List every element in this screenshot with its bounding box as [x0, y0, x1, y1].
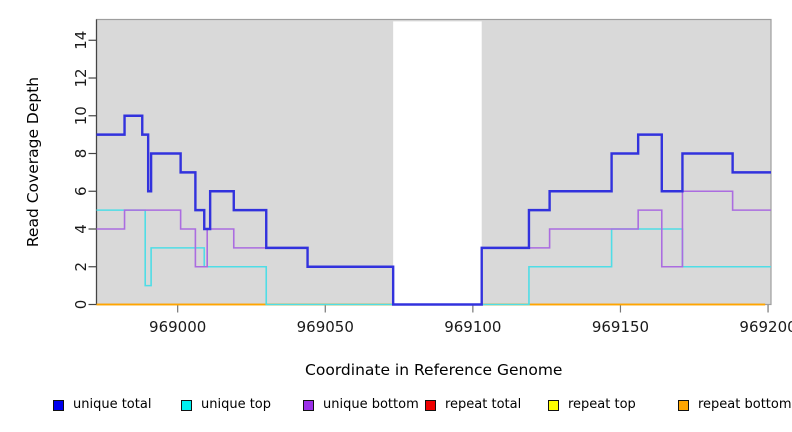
legend-label: unique top	[201, 397, 272, 412]
legend-swatch-unique-total	[53, 399, 64, 411]
y-tick-label: 4	[72, 224, 90, 234]
series-line-unique-top	[96, 209, 771, 306]
legend-swatch-repeat-bottom	[678, 399, 689, 411]
legend-label: unique total	[73, 397, 152, 412]
legend-swatch-repeat-top	[548, 399, 559, 411]
legend-item-unique-total: unique total	[53, 396, 151, 414]
legend-label: repeat top	[568, 397, 636, 412]
y-tick-label: 6	[72, 186, 90, 196]
legend-item-repeat-top: repeat top	[548, 396, 636, 414]
legend-item-unique-bottom: unique bottom	[303, 396, 419, 414]
legend-swatch-repeat-total	[425, 399, 436, 411]
y-tick-label: 2	[72, 262, 90, 272]
legend-item-unique-top: unique top	[181, 396, 271, 414]
y-tick-label: 8	[72, 149, 90, 159]
chart-legend: unique total unique top unique bottom repea…	[0, 396, 792, 418]
legend-label: repeat total	[445, 397, 522, 412]
legend-swatch-unique-bottom	[303, 399, 314, 411]
y-tick-label: 12	[72, 68, 90, 87]
y-axis-title: Read Coverage Depth	[24, 77, 42, 247]
x-tick-label: 969200	[739, 318, 792, 336]
no-data-region	[393, 21, 482, 304]
legend-label: repeat bottom	[698, 397, 792, 412]
x-tick-label: 969100	[444, 318, 501, 336]
series-line-unique-total	[96, 114, 771, 306]
legend-item-repeat-bottom: repeat bottom	[678, 396, 792, 414]
legend-swatch-unique-top	[181, 399, 192, 411]
coverage-chart-canvas: 969000 969050 969100 969150 969200 0 2 4 6 8 10 12 1…	[24, 18, 792, 379]
legend-item-repeat-total: repeat total	[425, 396, 521, 414]
y-tick-label: 0	[72, 300, 90, 310]
y-tick-label: 14	[72, 31, 90, 50]
x-tick-label: 969150	[592, 318, 649, 336]
x-tick-label: 969050	[297, 318, 354, 336]
x-axis-title: Coordinate in Reference Genome	[305, 361, 562, 379]
legend-label: unique bottom	[323, 397, 419, 412]
x-tick-label: 969000	[149, 318, 206, 336]
y-tick-label: 10	[72, 106, 90, 125]
